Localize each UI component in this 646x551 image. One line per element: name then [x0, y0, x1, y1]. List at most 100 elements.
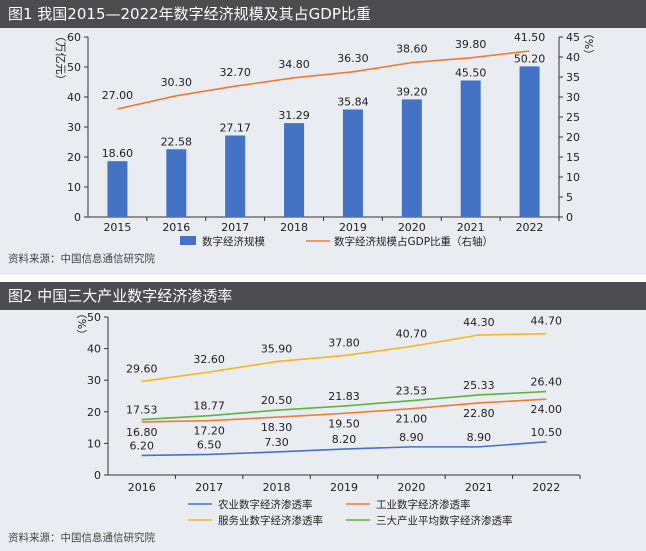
figure-1: 图1 我国2015—2022年数字经济规模及其占GDP比重 0 10 20 30 40 5…	[0, 0, 646, 275]
y-axis-tick-label: 20	[87, 406, 101, 419]
left-axis-tick-label: 50	[67, 61, 81, 74]
x-axis-tick-label: 2019	[339, 221, 367, 234]
figure-2-chart: 0 10 20 30 40 50（%） 2016 2017 2018 2019 2020 2021 20…	[75, 308, 581, 527]
left-axis-tick-label: 30	[67, 121, 81, 134]
line-data-label: 22.80	[463, 407, 495, 420]
x-axis-tick-label: 2015	[103, 221, 131, 234]
x-axis-tick-label: 2016	[128, 481, 156, 494]
line-data-label: 27.00	[102, 89, 134, 102]
y-axis-tick-label: 0	[94, 469, 101, 482]
legend-label-bar: 数字经济规模	[202, 235, 265, 248]
line-data-label: 10.50	[531, 426, 563, 439]
line-data-label: 21.00	[396, 413, 428, 426]
x-axis-tick-label: 2022	[516, 221, 544, 234]
figure-1-source: 资料来源：中国信息通信研究院	[8, 253, 155, 265]
line-data-label: 21.83	[328, 390, 360, 403]
x-axis-tick-label: 2018	[263, 481, 291, 494]
right-axis-tick-label: 5	[566, 191, 573, 204]
line-data-label: 32.60	[193, 353, 225, 366]
figure-2-source: 资料来源：中国信息通信研究院	[8, 532, 155, 544]
line-data-label: 29.60	[126, 362, 158, 375]
left-axis-tick-label: 20	[67, 151, 81, 164]
line-data-label: 35.90	[261, 343, 293, 356]
line-data-label: 41.50	[514, 31, 546, 44]
line-series-1	[141, 441, 547, 457]
right-axis-tick-label: 40	[566, 51, 580, 64]
legend-label-4: 三大产业平均数字经济渗透率	[376, 514, 513, 527]
line-data-label: 30.30	[161, 76, 193, 89]
x-axis-tick-label: 2017	[195, 481, 223, 494]
line-series-4	[141, 390, 547, 421]
line-data-label: 23.53	[396, 385, 428, 398]
x-axis-tick-label: 2021	[457, 221, 485, 234]
figure-2: 图2 中国三大产业数字经济渗透率 0 10 20 30 40 50 （%） 2016 2017 2…	[0, 282, 646, 551]
figure-1-title-bar: 图1 我国2015—2022年数字经济规模及其占GDP比重	[0, 0, 646, 28]
line-data-label: 18.30	[261, 421, 293, 434]
bar	[460, 80, 481, 217]
left-axis-tick-label: 0	[74, 211, 81, 224]
bar-data-label: 39.20	[396, 85, 428, 98]
line-data-label: 6.20	[129, 439, 154, 452]
line-data-label: 8.90	[467, 431, 492, 444]
x-axis-tick-label: 2017	[221, 221, 249, 234]
bar-data-label: 18.60	[102, 147, 134, 160]
line-data-label: 39.80	[455, 38, 487, 51]
line-data-label: 40.70	[396, 327, 428, 340]
y-axis-tick-label: 40	[87, 343, 101, 356]
line-data-label: 25.33	[463, 379, 495, 392]
x-axis-tick-label: 2019	[330, 481, 358, 494]
line-data-label: 44.30	[463, 316, 495, 329]
right-axis-tick-label: 20	[566, 131, 580, 144]
left-axis-tick-label: 40	[67, 91, 81, 104]
line-data-label: 16.80	[126, 426, 158, 439]
figure-1-chart: 0 10 20 30 40 50 60 0 5 10 15 20 25 30 35 40 45 （万亿元） （%） 2…	[54, 28, 595, 248]
legend-label-line: 数字经济规模占GDP比重（右轴）	[334, 235, 493, 248]
x-axis-tick-label: 2020	[398, 221, 426, 234]
bar	[107, 161, 128, 217]
bar	[401, 99, 422, 217]
x-axis-tick-label: 2021	[465, 481, 493, 494]
line-data-label: 32.70	[219, 66, 251, 79]
line-data-label: 18.77	[193, 400, 225, 413]
line-data-label: 44.70	[531, 315, 563, 328]
right-axis-tick-label: 10	[566, 171, 580, 184]
bar	[284, 123, 305, 217]
bar-data-label: 22.58	[161, 135, 193, 148]
y-axis-title: （%）	[75, 308, 88, 340]
bar	[342, 109, 363, 217]
line-data-label: 26.40	[531, 376, 563, 389]
line-data-label: 20.50	[261, 394, 293, 407]
legend-swatch-bar	[180, 236, 196, 245]
line-data-label: 36.30	[337, 52, 369, 65]
line-data-label: 24.00	[531, 403, 563, 416]
right-axis-tick-label: 35	[566, 71, 580, 84]
right-axis-tick-label: 0	[566, 211, 573, 224]
right-axis-tick-label: 30	[566, 91, 580, 104]
right-axis-title: （%）	[582, 28, 595, 60]
left-axis-title: （万亿元）	[54, 31, 67, 86]
right-axis-tick-label: 25	[566, 111, 580, 124]
y-axis-tick-label: 30	[87, 374, 101, 387]
figure-2-title: 图2 中国三大产业数字经济渗透率	[8, 287, 233, 305]
line-data-label: 7.30	[264, 436, 289, 449]
figure-2-title-bar: 图2 中国三大产业数字经济渗透率	[0, 282, 646, 310]
legend-label-2: 工业数字经济渗透率	[376, 498, 471, 511]
bar-data-label: 50.20	[514, 52, 546, 65]
line-data-label: 17.20	[193, 425, 225, 438]
bar-data-label: 35.84	[337, 95, 369, 108]
x-axis-tick-label: 2020	[397, 481, 425, 494]
right-axis-tick-label: 45	[566, 31, 580, 44]
left-axis-tick-label: 60	[67, 31, 81, 44]
legend-label-3: 服务业数字经济渗透率	[218, 514, 323, 527]
legend-label-1: 农业数字经济渗透率	[218, 498, 313, 511]
line-data-label: 6.50	[197, 438, 222, 451]
x-axis-tick-label: 2022	[532, 481, 560, 494]
bar	[519, 66, 540, 218]
line-data-label: 8.90	[399, 431, 424, 444]
bar-data-label: 27.17	[219, 121, 251, 134]
right-axis-tick-label: 15	[566, 151, 580, 164]
bar-data-label: 45.50	[455, 67, 487, 80]
line-data-label: 17.53	[126, 404, 158, 417]
bar-data-label: 31.29	[278, 109, 310, 122]
figure-1-title: 图1 我国2015—2022年数字经济规模及其占GDP比重	[8, 5, 371, 23]
